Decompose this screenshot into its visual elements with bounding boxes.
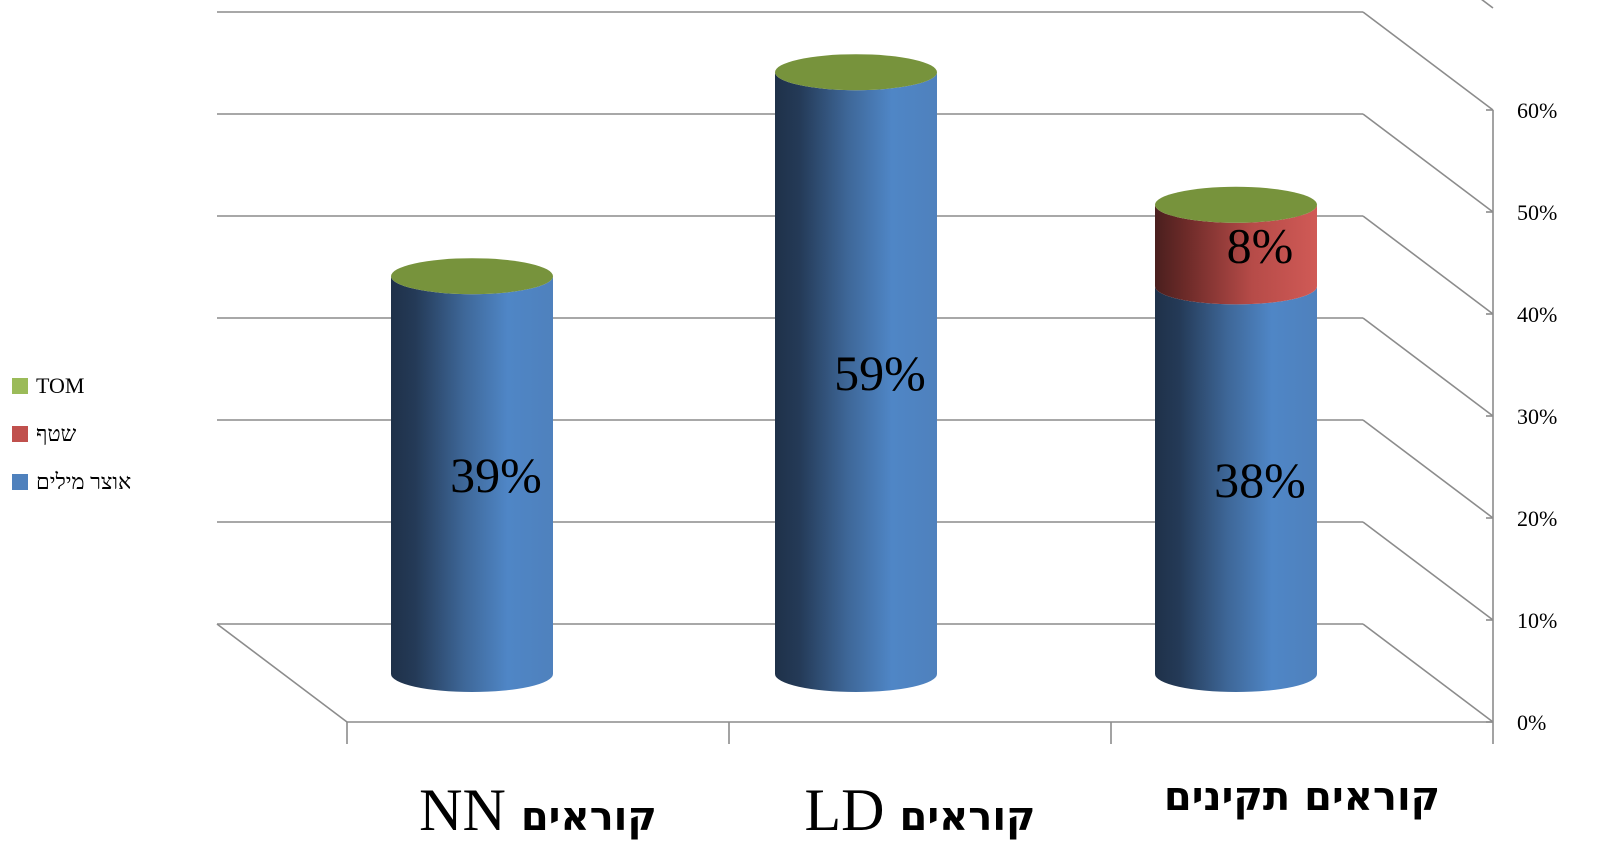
y-tick-label: 0%	[1517, 710, 1546, 735]
y-tick-label: 60%	[1517, 98, 1557, 123]
bar-value-label: 39%	[450, 447, 542, 503]
bar-value-label: 8%	[1227, 218, 1294, 274]
category-label: NN קוראים	[419, 777, 657, 843]
bar-segment	[1155, 204, 1317, 305]
gridline-side	[1362, 113, 1494, 213]
y-tick-label: 40%	[1517, 302, 1557, 327]
y-tick-label: 10%	[1517, 608, 1557, 633]
legend-label-vocabulary: אוצר מילים	[36, 469, 132, 494]
y-tick-label: 20%	[1517, 506, 1557, 531]
chart-labels: 39% NN קוראים 59% LD קוראים 38% 8% קוראים תקינ…	[419, 218, 1440, 843]
legend-swatch-tom	[12, 378, 28, 394]
bar-value-label: 38%	[1214, 452, 1306, 508]
legend-swatch-fluency	[12, 426, 28, 442]
legend-label-tom: TOM	[36, 373, 85, 398]
y-tick-label: 50%	[1517, 200, 1557, 225]
gridline-side	[1481, 0, 1494, 9]
legend-item-fluency: שטף	[12, 410, 131, 458]
category-label-hebrew: קוראים	[899, 794, 1035, 840]
y-tick-label: 30%	[1517, 404, 1557, 429]
gridline-side	[1362, 215, 1494, 315]
category-label-hebrew: קוראים	[521, 794, 657, 840]
gridline-side	[1362, 623, 1494, 723]
chart-bars	[391, 54, 1317, 692]
chart-axes: 0% 10% 20% 30% 40% 50% 60%	[216, 98, 1557, 744]
gridline-side	[1362, 11, 1494, 111]
gridline-side	[1362, 521, 1494, 621]
legend: TOM שטף אוצר מילים	[12, 362, 131, 506]
gridline-side	[1362, 419, 1494, 519]
legend-swatch-vocabulary	[12, 474, 28, 490]
floor-edge-left	[216, 623, 348, 723]
bar-segment	[391, 276, 553, 692]
legend-label-fluency: שטף	[36, 421, 77, 446]
bar-top	[391, 258, 553, 295]
legend-item-tom: TOM	[12, 362, 131, 410]
bar-top	[1155, 186, 1317, 223]
legend-item-vocabulary: אוצר מילים	[12, 458, 131, 506]
category-label: LD קוראים	[805, 777, 1036, 843]
category-label-latin: NN	[419, 777, 521, 843]
bar-segment	[1155, 286, 1317, 692]
bar-top	[775, 54, 937, 91]
category-label-hebrew: קוראים תקינים	[1164, 774, 1440, 820]
category-label: קוראים תקינים	[1164, 774, 1440, 820]
bar-segment	[775, 72, 937, 692]
gridline-side	[1362, 317, 1494, 417]
bar-value-label: 59%	[834, 345, 926, 401]
category-label-latin: LD	[805, 777, 900, 843]
